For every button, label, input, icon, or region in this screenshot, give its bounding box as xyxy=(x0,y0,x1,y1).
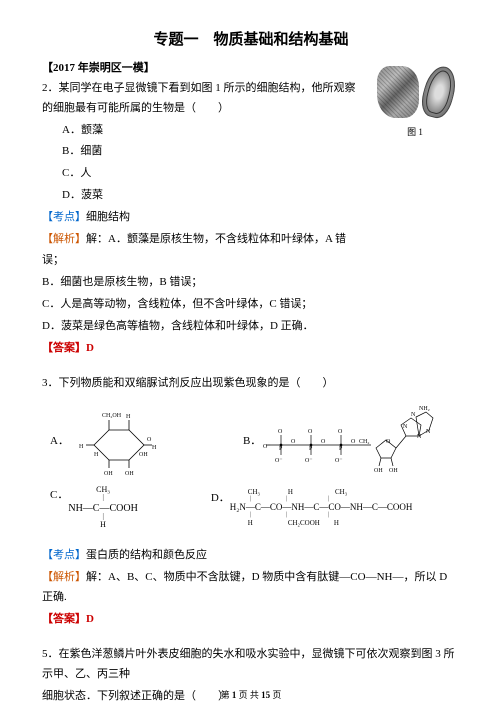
daan-value-3: D xyxy=(86,613,94,625)
q5-stem-1: 5．在紫色洋葱鳞片叶外表皮细胞的失水和吸水实验中，显微镜下可依次观察到图 3 所… xyxy=(42,645,460,685)
q2-jiexi-a: 【解析】解：A．颤藻是原核生物，不含线粒体和叶绿体，A 错 xyxy=(42,230,460,250)
svg-text:H: H xyxy=(152,445,157,451)
micrograph-1 xyxy=(377,66,419,118)
jiexi-text-a: 解：A．颤藻是原核生物，不含线粒体和叶绿体，A 错 xyxy=(86,233,346,245)
q3-opt-a: A． CH₂OH O H OH OH H H H OH xyxy=(50,405,243,475)
svg-text:N: N xyxy=(426,429,431,435)
footer-suffix: 页 xyxy=(270,690,281,700)
kaodian-label-3: 【考点】 xyxy=(42,549,86,561)
q2-kaodian: 【考点】细胞结构 xyxy=(42,208,460,228)
svg-text:N: N xyxy=(417,434,422,440)
chem-d-main: H₂N—C—CO—NH—C—CO—NH—C—COOH xyxy=(230,503,413,513)
svg-text:O: O xyxy=(338,429,343,435)
kaodian-text: 细胞结构 xyxy=(86,211,130,223)
svg-text:H: H xyxy=(79,444,84,450)
figure-1: 图 1 xyxy=(370,66,460,138)
svg-text:CH₂OH: CH₂OH xyxy=(102,413,122,419)
daan-label-3: 【答案】 xyxy=(42,613,86,625)
q3-opt-c: C． CH₃ ｜ NH—C—COOH ｜ H xyxy=(50,486,211,530)
svg-text:NH₂: NH₂ xyxy=(419,406,430,412)
q2-jiexi-wu: 误； xyxy=(42,251,460,271)
svg-text:N: N xyxy=(411,412,416,418)
jiexi-label: 【解析】 xyxy=(42,233,86,245)
opt-b-label: B． xyxy=(243,432,261,448)
jiexi-label-3: 【解析】 xyxy=(42,571,86,583)
svg-text:O: O xyxy=(291,439,296,445)
doc-title: 专题一 物质基础和结构基础 xyxy=(42,28,460,49)
svg-text:O: O xyxy=(147,437,152,443)
daan-label: 【答案】 xyxy=(42,342,86,354)
svg-text:O⁻: O⁻ xyxy=(305,458,313,464)
kaodian-text-3: 蛋白质的结构和颜色反应 xyxy=(86,549,207,561)
svg-text:P: P xyxy=(339,446,343,452)
q2-opt-c: C．人 xyxy=(42,164,460,184)
atp-structure-icon: O O O O⁻ O⁻ O⁻ O⁻ O O O CH₂ P P P OH OH … xyxy=(261,400,436,480)
svg-text:O: O xyxy=(278,429,283,435)
figure-caption: 图 1 xyxy=(370,125,460,138)
q3-jiexi: 【解析】解：A、B、C、物质中不含肽键，D 物质中含有肽键—CO—NH—，所以 … xyxy=(42,568,460,608)
opt-a-label: A． xyxy=(50,432,69,448)
svg-text:OH: OH xyxy=(125,471,134,475)
q3-stem: 3．下列物质能和双缩脲试剂反应出现紫色现象的是（ ） xyxy=(42,374,460,394)
svg-text:H: H xyxy=(94,452,99,458)
svg-text:OH: OH xyxy=(374,468,383,474)
q2-jiexi-d: D．菠菜是绿色高等植物，含线粒体和叶绿体，D 正确． xyxy=(42,317,460,337)
chem-c-bot: H xyxy=(68,521,137,530)
q2-answer: 【答案】D xyxy=(42,339,460,359)
q3-opt-d: D． CH₃ H CH₃ ｜ ｜ ｜ H₂N—C—CO—NH—C—CO—NH—C… xyxy=(211,489,452,527)
q3-answer: 【答案】D xyxy=(42,610,460,630)
q2-jiexi-b: B．细菌也是原核生物，B 错误； xyxy=(42,273,460,293)
svg-text:O: O xyxy=(308,429,313,435)
kaodian-label: 【考点】 xyxy=(42,211,86,223)
svg-text:O⁻: O⁻ xyxy=(263,444,271,450)
page-footer: 第 1 页 共 15 页 xyxy=(0,688,502,701)
q3-kaodian: 【考点】蛋白质的结构和颜色反应 xyxy=(42,546,460,566)
svg-text:P: P xyxy=(309,446,313,452)
svg-text:P: P xyxy=(279,446,283,452)
chem-d-top: CH₃ H CH₃ xyxy=(230,489,413,497)
svg-text:OH: OH xyxy=(389,468,398,474)
jiexi-text-3: 解：A、B、C、物质中不含肽键，D 物质中含有肽键—CO—NH—，所以 D 正确… xyxy=(42,571,447,603)
footer-prefix: 第 xyxy=(221,690,232,700)
svg-text:H: H xyxy=(126,414,131,420)
svg-text:O: O xyxy=(321,439,326,445)
glucose-ring-icon: CH₂OH O H OH OH H H H OH xyxy=(69,405,169,475)
q2-opt-d: D．菠菜 xyxy=(42,186,460,206)
svg-text:O⁻: O⁻ xyxy=(335,458,343,464)
opt-d-label: D． xyxy=(211,489,230,505)
svg-text:CH₂: CH₂ xyxy=(359,439,369,445)
micrograph-2 xyxy=(418,63,460,121)
opt-c-label: C． xyxy=(50,486,68,502)
svg-text:N: N xyxy=(403,424,408,430)
chem-d-bot: H CH₂COOH H xyxy=(230,520,413,528)
footer-mid: 页 共 xyxy=(236,690,261,700)
svg-text:O: O xyxy=(386,439,391,445)
chem-c-main: NH—C—COOH xyxy=(68,503,137,514)
daan-value: D xyxy=(86,342,94,354)
svg-text:O⁻: O⁻ xyxy=(275,458,283,464)
svg-text:OH: OH xyxy=(139,452,148,458)
svg-text:OH: OH xyxy=(104,471,113,475)
q2-opt-b: B．细菌 xyxy=(42,142,460,162)
svg-text:O: O xyxy=(351,439,356,445)
footer-total: 15 xyxy=(261,690,270,700)
q2-jiexi-c: C．人是高等动物，含线粒体，但不含叶绿体，C 错误； xyxy=(42,295,460,315)
q3-opt-b: B． O O O O⁻ xyxy=(243,400,452,480)
